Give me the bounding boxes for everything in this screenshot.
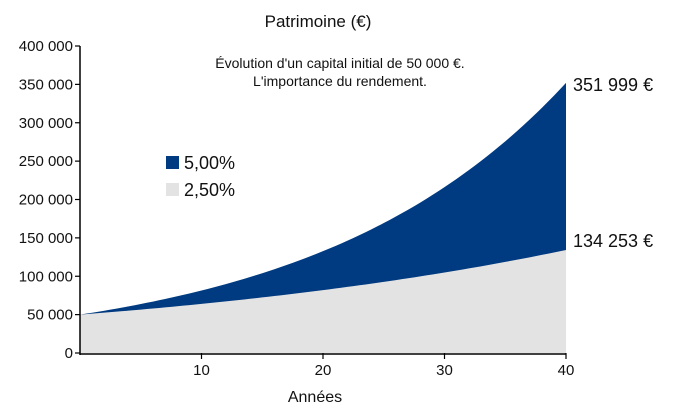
- chart-subtitle-line-1: Évolution d'un capital initial de 50 000…: [215, 55, 464, 71]
- x-tick-label: 10: [193, 362, 210, 379]
- legend-label-5pct: 5,00%: [184, 153, 235, 173]
- legend-swatch-2-5pct: [166, 183, 179, 196]
- y-tick-label: 300 000: [19, 115, 73, 132]
- legend: 5,00% 2,50%: [166, 153, 235, 200]
- y-tick-label: 0: [65, 345, 73, 362]
- series-areas: [80, 82, 566, 353]
- legend-swatch-5pct: [166, 156, 179, 169]
- y-tick-label: 50 000: [27, 307, 73, 324]
- end-label-2-5pct: 134 253 €: [573, 231, 653, 251]
- y-axis-ticks: 0 50 000 100 000 150 000 200 000 250 000 300 0…: [19, 38, 80, 362]
- x-tick-label: 20: [315, 362, 332, 379]
- y-tick-label: 250 000: [19, 153, 73, 170]
- y-tick-label: 200 000: [19, 192, 73, 209]
- chart-subtitle-line-2: L'importance du rendement.: [253, 73, 427, 89]
- x-axis-label: Années: [288, 389, 342, 406]
- y-tick-label: 350 000: [19, 76, 73, 93]
- y-tick-label: 100 000: [19, 268, 73, 285]
- chart-title: Patrimoine (€): [265, 12, 372, 31]
- x-tick-label: 40: [558, 362, 575, 379]
- area-series-1: [80, 249, 566, 353]
- x-tick-label: 30: [436, 362, 453, 379]
- legend-label-2-5pct: 2,50%: [184, 180, 235, 200]
- y-tick-label: 150 000: [19, 230, 73, 247]
- y-tick-label: 400 000: [19, 38, 73, 55]
- x-axis-ticks: 10 20 30 40: [193, 353, 574, 379]
- end-label-5pct: 351 999 €: [573, 75, 653, 95]
